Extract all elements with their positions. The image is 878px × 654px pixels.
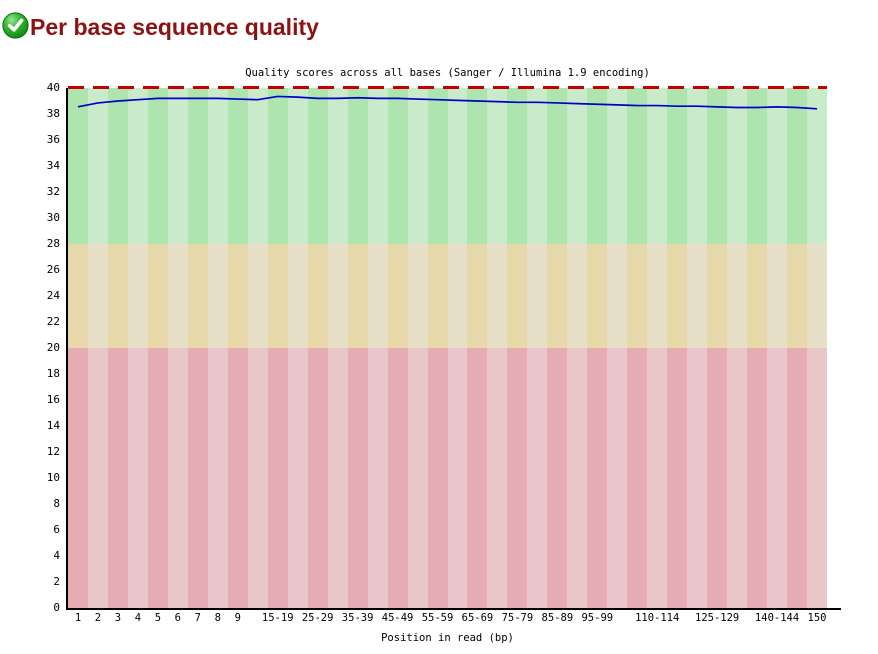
y-tick-label: 36 (46, 133, 60, 146)
bin-stripe (68, 88, 89, 608)
y-tick-label: 18 (46, 367, 60, 380)
bin-stripe (627, 88, 648, 608)
x-tick-label: 85-89 (541, 612, 574, 624)
bin-stripe (187, 88, 209, 608)
bin-stripe (747, 88, 768, 608)
y-tick-label: 20 (46, 341, 60, 354)
bin-stripe (247, 88, 269, 608)
bin-stripe (287, 88, 309, 608)
bin-stripe (647, 88, 668, 608)
x-tick-label: 8 (214, 612, 221, 624)
bin-stripe (447, 88, 468, 608)
y-tick-label: 14 (46, 419, 60, 432)
bin-stripe (727, 88, 748, 608)
y-tick-label: 12 (46, 445, 60, 458)
bin-stripe (387, 88, 409, 608)
bin-stripe (527, 88, 548, 608)
y-tick-label: 16 (46, 393, 60, 406)
y-tick-label: 24 (46, 289, 60, 302)
y-tick-label: 22 (46, 315, 60, 328)
y-tick-label: 38 (46, 107, 60, 120)
x-tick-label: 110-114 (635, 612, 680, 624)
bin-stripe (547, 88, 568, 608)
max-quality-dashed-line (68, 86, 827, 89)
x-tick-label: 55-59 (421, 612, 454, 624)
y-tick-label: 2 (53, 575, 60, 588)
bin-stripe (147, 88, 169, 608)
bin-stripe (347, 88, 369, 608)
bin-stripe (567, 88, 588, 608)
x-tick-label: 95-99 (581, 612, 614, 624)
x-tick-label: 45-49 (381, 612, 414, 624)
chart-title: Quality scores across all bases (Sanger … (245, 67, 650, 79)
x-tick-label: 150 (807, 612, 827, 624)
bin-stripe (367, 88, 389, 608)
x-tick-label: 25-29 (301, 612, 334, 624)
plot-area (66, 86, 841, 610)
x-tick-label: 2 (94, 612, 102, 624)
bin-stripe (267, 88, 289, 608)
x-tick-label: 1 (74, 612, 82, 624)
bin-stripe (607, 88, 628, 608)
y-tick-label: 0 (53, 601, 60, 614)
bin-stripe (807, 88, 828, 608)
y-tick-label: 26 (46, 263, 60, 276)
bin-stripe (487, 88, 508, 608)
section-title: Per base sequence quality (30, 14, 319, 40)
bin-stripe (127, 88, 149, 608)
y-tick-label: 4 (53, 549, 60, 562)
bin-stripe (307, 88, 329, 608)
bin-stripe (507, 88, 528, 608)
bin-stripe (107, 88, 129, 608)
bin-stripe (467, 88, 488, 608)
mean-quality-line (77, 95, 818, 110)
bin-stripe (687, 88, 708, 608)
bin-stripe (767, 88, 788, 608)
x-tick-label: 35-39 (341, 612, 374, 624)
status-pass-icon (2, 12, 29, 39)
bin-stripe (667, 88, 688, 608)
x-tick-label: 75-79 (501, 612, 534, 624)
x-tick-label: 15-19 (261, 612, 294, 624)
bin-stripe (407, 88, 429, 608)
x-tick-label: 125-129 (695, 612, 740, 624)
y-tick-label: 34 (46, 159, 60, 172)
x-tick-label: 140-144 (754, 612, 800, 624)
y-tick-label: 6 (53, 523, 60, 536)
bin-stripe (427, 88, 448, 608)
x-tick-label: 7 (194, 612, 201, 624)
bin-stripe (587, 88, 608, 608)
check-icon (2, 12, 29, 39)
x-tick-label: 3 (114, 612, 122, 624)
bin-stripe (707, 88, 728, 608)
bin-stripe (87, 88, 109, 608)
bin-stripe (167, 88, 189, 608)
y-tick-label: 30 (46, 211, 60, 224)
x-tick-label: 4 (134, 612, 142, 624)
x-axis-title: Position in read (bp) (381, 632, 514, 644)
x-tick-label: 9 (234, 612, 241, 624)
y-tick-label: 32 (46, 185, 60, 198)
x-tick-label: 5 (154, 612, 162, 624)
bin-stripe (227, 88, 249, 608)
y-tick-label: 8 (53, 497, 60, 510)
y-tick-label: 40 (46, 81, 60, 94)
bin-stripe (207, 88, 229, 608)
x-tick-label: 65-69 (461, 612, 494, 624)
quality-bands (68, 88, 828, 608)
y-tick-label: 10 (46, 471, 60, 484)
bin-stripe (327, 88, 349, 608)
bin-stripe (787, 88, 808, 608)
x-tick-label: 6 (174, 612, 181, 624)
y-tick-label: 28 (46, 237, 60, 250)
